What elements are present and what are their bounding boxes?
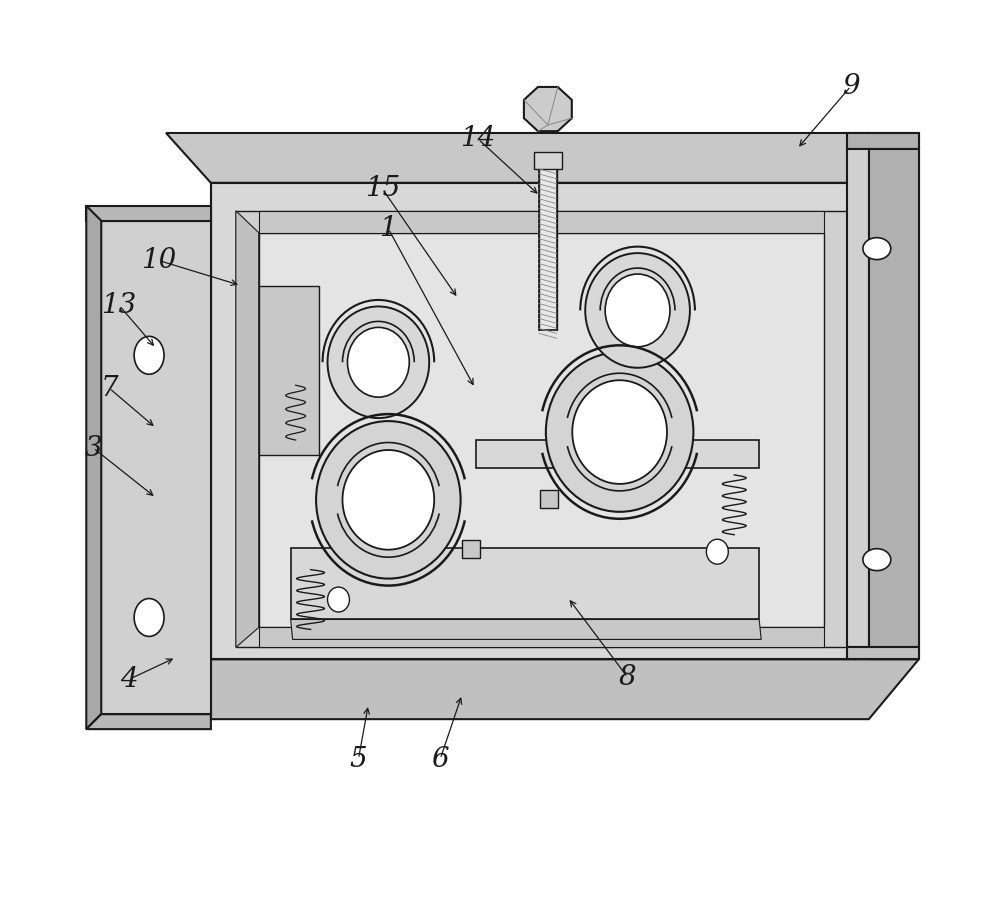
Polygon shape [847, 149, 869, 648]
Polygon shape [211, 183, 869, 659]
Text: 1: 1 [380, 216, 397, 242]
Polygon shape [869, 149, 919, 648]
Polygon shape [291, 548, 759, 620]
Ellipse shape [328, 307, 429, 419]
Text: 14: 14 [460, 125, 496, 152]
Polygon shape [86, 206, 211, 221]
Polygon shape [259, 286, 319, 455]
Polygon shape [540, 490, 558, 508]
Polygon shape [236, 211, 259, 648]
Polygon shape [539, 169, 557, 330]
Polygon shape [524, 87, 572, 131]
Text: 9: 9 [842, 73, 860, 99]
Polygon shape [101, 221, 211, 714]
Text: 10: 10 [141, 247, 177, 274]
Polygon shape [291, 620, 761, 640]
Ellipse shape [546, 353, 693, 511]
Polygon shape [462, 539, 480, 557]
Polygon shape [166, 133, 919, 183]
Polygon shape [847, 133, 919, 149]
Text: 3: 3 [84, 435, 102, 462]
Polygon shape [847, 648, 919, 659]
Ellipse shape [585, 253, 690, 368]
Ellipse shape [134, 336, 164, 374]
Polygon shape [259, 211, 824, 233]
Text: 6: 6 [431, 746, 449, 772]
Text: 8: 8 [619, 664, 636, 691]
Ellipse shape [572, 381, 667, 483]
Ellipse shape [706, 539, 728, 564]
Polygon shape [869, 133, 919, 659]
Text: 4: 4 [120, 666, 138, 693]
Polygon shape [86, 714, 211, 729]
Ellipse shape [605, 274, 670, 347]
Text: 7: 7 [100, 374, 118, 401]
Text: 5: 5 [350, 746, 367, 772]
Polygon shape [236, 211, 847, 648]
Ellipse shape [347, 327, 409, 397]
Text: 13: 13 [102, 292, 137, 319]
Polygon shape [86, 206, 101, 729]
Polygon shape [534, 152, 562, 169]
Ellipse shape [342, 450, 434, 549]
Polygon shape [211, 659, 919, 719]
Text: 15: 15 [365, 175, 400, 202]
Polygon shape [259, 233, 824, 628]
Ellipse shape [863, 237, 891, 260]
Ellipse shape [863, 548, 891, 571]
Ellipse shape [316, 421, 461, 578]
Ellipse shape [328, 587, 349, 612]
Polygon shape [259, 628, 824, 648]
Ellipse shape [134, 599, 164, 637]
Polygon shape [476, 440, 759, 468]
